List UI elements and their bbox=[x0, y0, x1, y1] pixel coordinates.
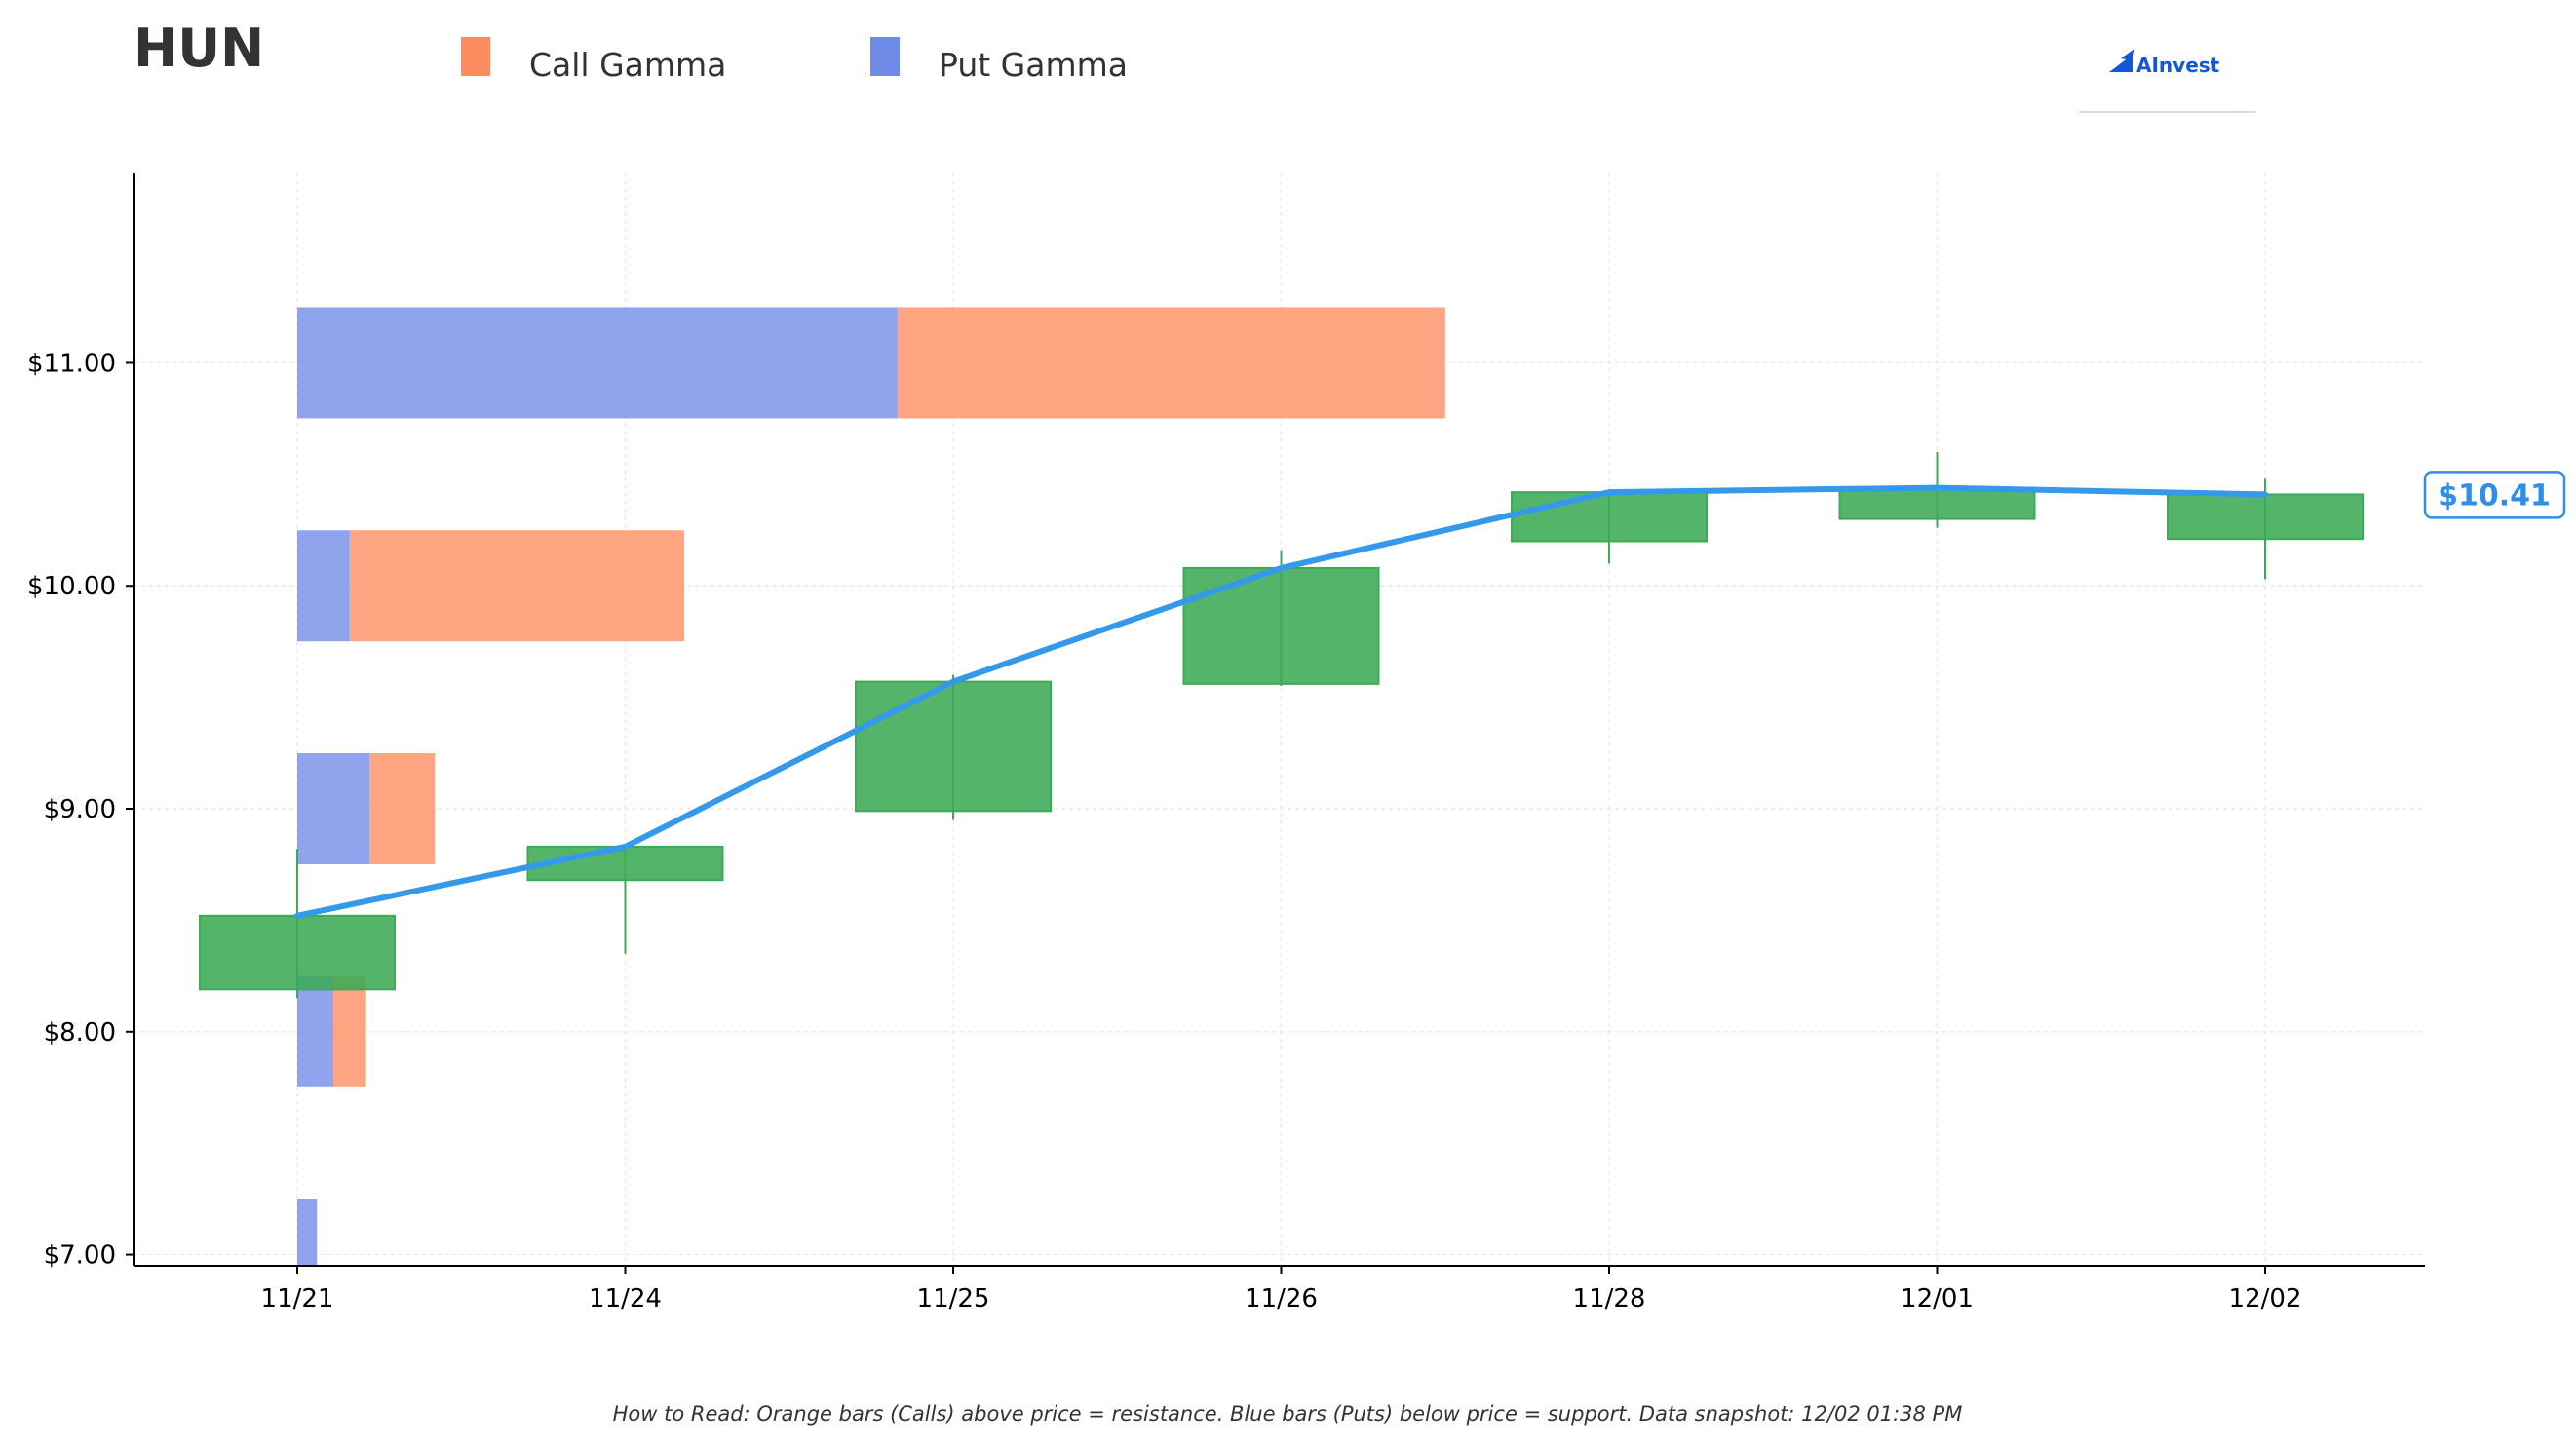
axes: $7.00 $8.00 $9.00 $10.00 $11.00 11/21 11/24 11/… bbox=[27, 173, 2425, 1313]
close-price-line bbox=[294, 484, 2268, 919]
current-price-box bbox=[2423, 471, 2566, 519]
legend-put-label: Put Gamma bbox=[939, 46, 1128, 84]
candle-body bbox=[1511, 491, 1708, 543]
candle-body bbox=[1182, 566, 1380, 685]
x-tick-label: 12/02 bbox=[2229, 1284, 2302, 1313]
put-gamma-bar bbox=[297, 307, 898, 419]
x-tick-label: 11/25 bbox=[917, 1284, 990, 1313]
x-tick-label: 11/26 bbox=[1245, 1284, 1318, 1313]
call-gamma-bar bbox=[349, 530, 685, 642]
put-gamma-bar bbox=[297, 530, 350, 642]
put-gamma-bar bbox=[297, 1199, 318, 1266]
call-gamma-bar bbox=[369, 753, 436, 865]
current-price-label: $10.41 bbox=[2438, 478, 2551, 513]
current-price-badge: $10.41 bbox=[2423, 471, 2566, 519]
y-tick-label: $7.00 bbox=[44, 1241, 116, 1271]
x-tick-label: 11/28 bbox=[1573, 1284, 1646, 1313]
x-tick-label: 11/21 bbox=[261, 1284, 334, 1313]
candle-body bbox=[1838, 486, 2036, 520]
x-tick-label: 12/01 bbox=[1901, 1284, 1974, 1313]
legend-put-swatch bbox=[870, 37, 900, 76]
candle-body bbox=[2167, 493, 2364, 541]
legend-call-label: Call Gamma bbox=[529, 46, 726, 84]
x-tick-label: 11/24 bbox=[589, 1284, 662, 1313]
put-gamma-bar bbox=[297, 975, 334, 1087]
footnote: How to Read: Orange bars (Calls) above p… bbox=[613, 1402, 1963, 1426]
y-tick-label: $8.00 bbox=[44, 1018, 116, 1047]
legend-call-swatch bbox=[461, 37, 490, 76]
price-line bbox=[294, 484, 2268, 919]
candle-body bbox=[526, 845, 724, 882]
put-gamma-bar bbox=[297, 753, 370, 865]
call-gamma-bar bbox=[897, 307, 1445, 419]
y-tick-label: $9.00 bbox=[44, 795, 116, 824]
gamma-bars bbox=[297, 307, 1445, 1266]
candle-body bbox=[855, 680, 1052, 813]
y-tick-label: $10.00 bbox=[27, 572, 116, 601]
ticker-title: HUN bbox=[134, 18, 264, 79]
ainvest-logo: AInvest bbox=[2079, 49, 2256, 113]
y-tick-label: $11.00 bbox=[27, 349, 116, 378]
candle-body bbox=[199, 914, 396, 991]
call-gamma-bar bbox=[333, 975, 366, 1087]
legend: Call Gamma Put Gamma bbox=[461, 37, 1128, 84]
logo-text: AInvest bbox=[2136, 54, 2220, 77]
logo-chart-icon bbox=[2109, 49, 2134, 72]
